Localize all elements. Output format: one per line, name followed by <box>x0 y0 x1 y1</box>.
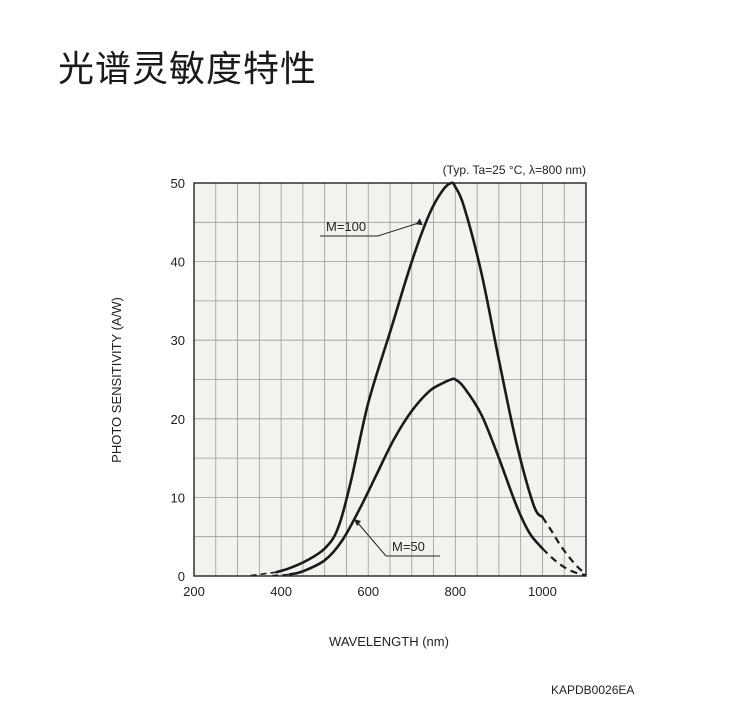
x-tick-label: 600 <box>357 584 379 599</box>
series-line-m100 <box>275 181 544 574</box>
chart-condition-note: (Typ. Ta=25 °C, λ=800 nm) <box>443 163 586 177</box>
label-leader <box>356 521 387 557</box>
series-line-m50 <box>288 377 544 576</box>
figure-code: KAPDB0026EA <box>551 683 635 697</box>
series-label-m100: M=100 <box>326 219 366 234</box>
x-tick-label: 1000 <box>528 584 557 599</box>
x-tick-label: 800 <box>444 584 466 599</box>
label-arrow <box>415 218 423 226</box>
y-axis-label: PHOTO SENSITIVITY (A/W) <box>109 297 124 463</box>
label-arrow <box>354 519 361 526</box>
x-tick-label: 200 <box>183 584 205 599</box>
label-leader <box>377 221 421 237</box>
y-tick-label: 30 <box>171 333 185 348</box>
y-tick-label: 20 <box>171 412 185 427</box>
series-dashed-tail <box>541 547 587 577</box>
y-tick-label: 50 <box>171 176 185 191</box>
y-tick-label: 10 <box>171 490 185 505</box>
chart-series <box>250 181 587 577</box>
plot-frame <box>193 182 587 577</box>
chart-axes: 200 400 600 800 1000 0 10 20 30 40 50 <box>171 176 587 599</box>
chart-grid <box>194 183 586 576</box>
y-tick-label: 40 <box>171 255 185 270</box>
series-label-m50: M=50 <box>392 539 425 554</box>
y-tick-label: 0 <box>178 569 185 584</box>
series-dashed-tail <box>541 516 587 576</box>
series-labels: M=100 M=50 <box>320 218 440 557</box>
x-tick-label: 400 <box>270 584 292 599</box>
page-title: 光谱灵敏度特性 <box>58 49 318 90</box>
x-axis-label: WAVELENGTH (nm) <box>329 634 449 649</box>
